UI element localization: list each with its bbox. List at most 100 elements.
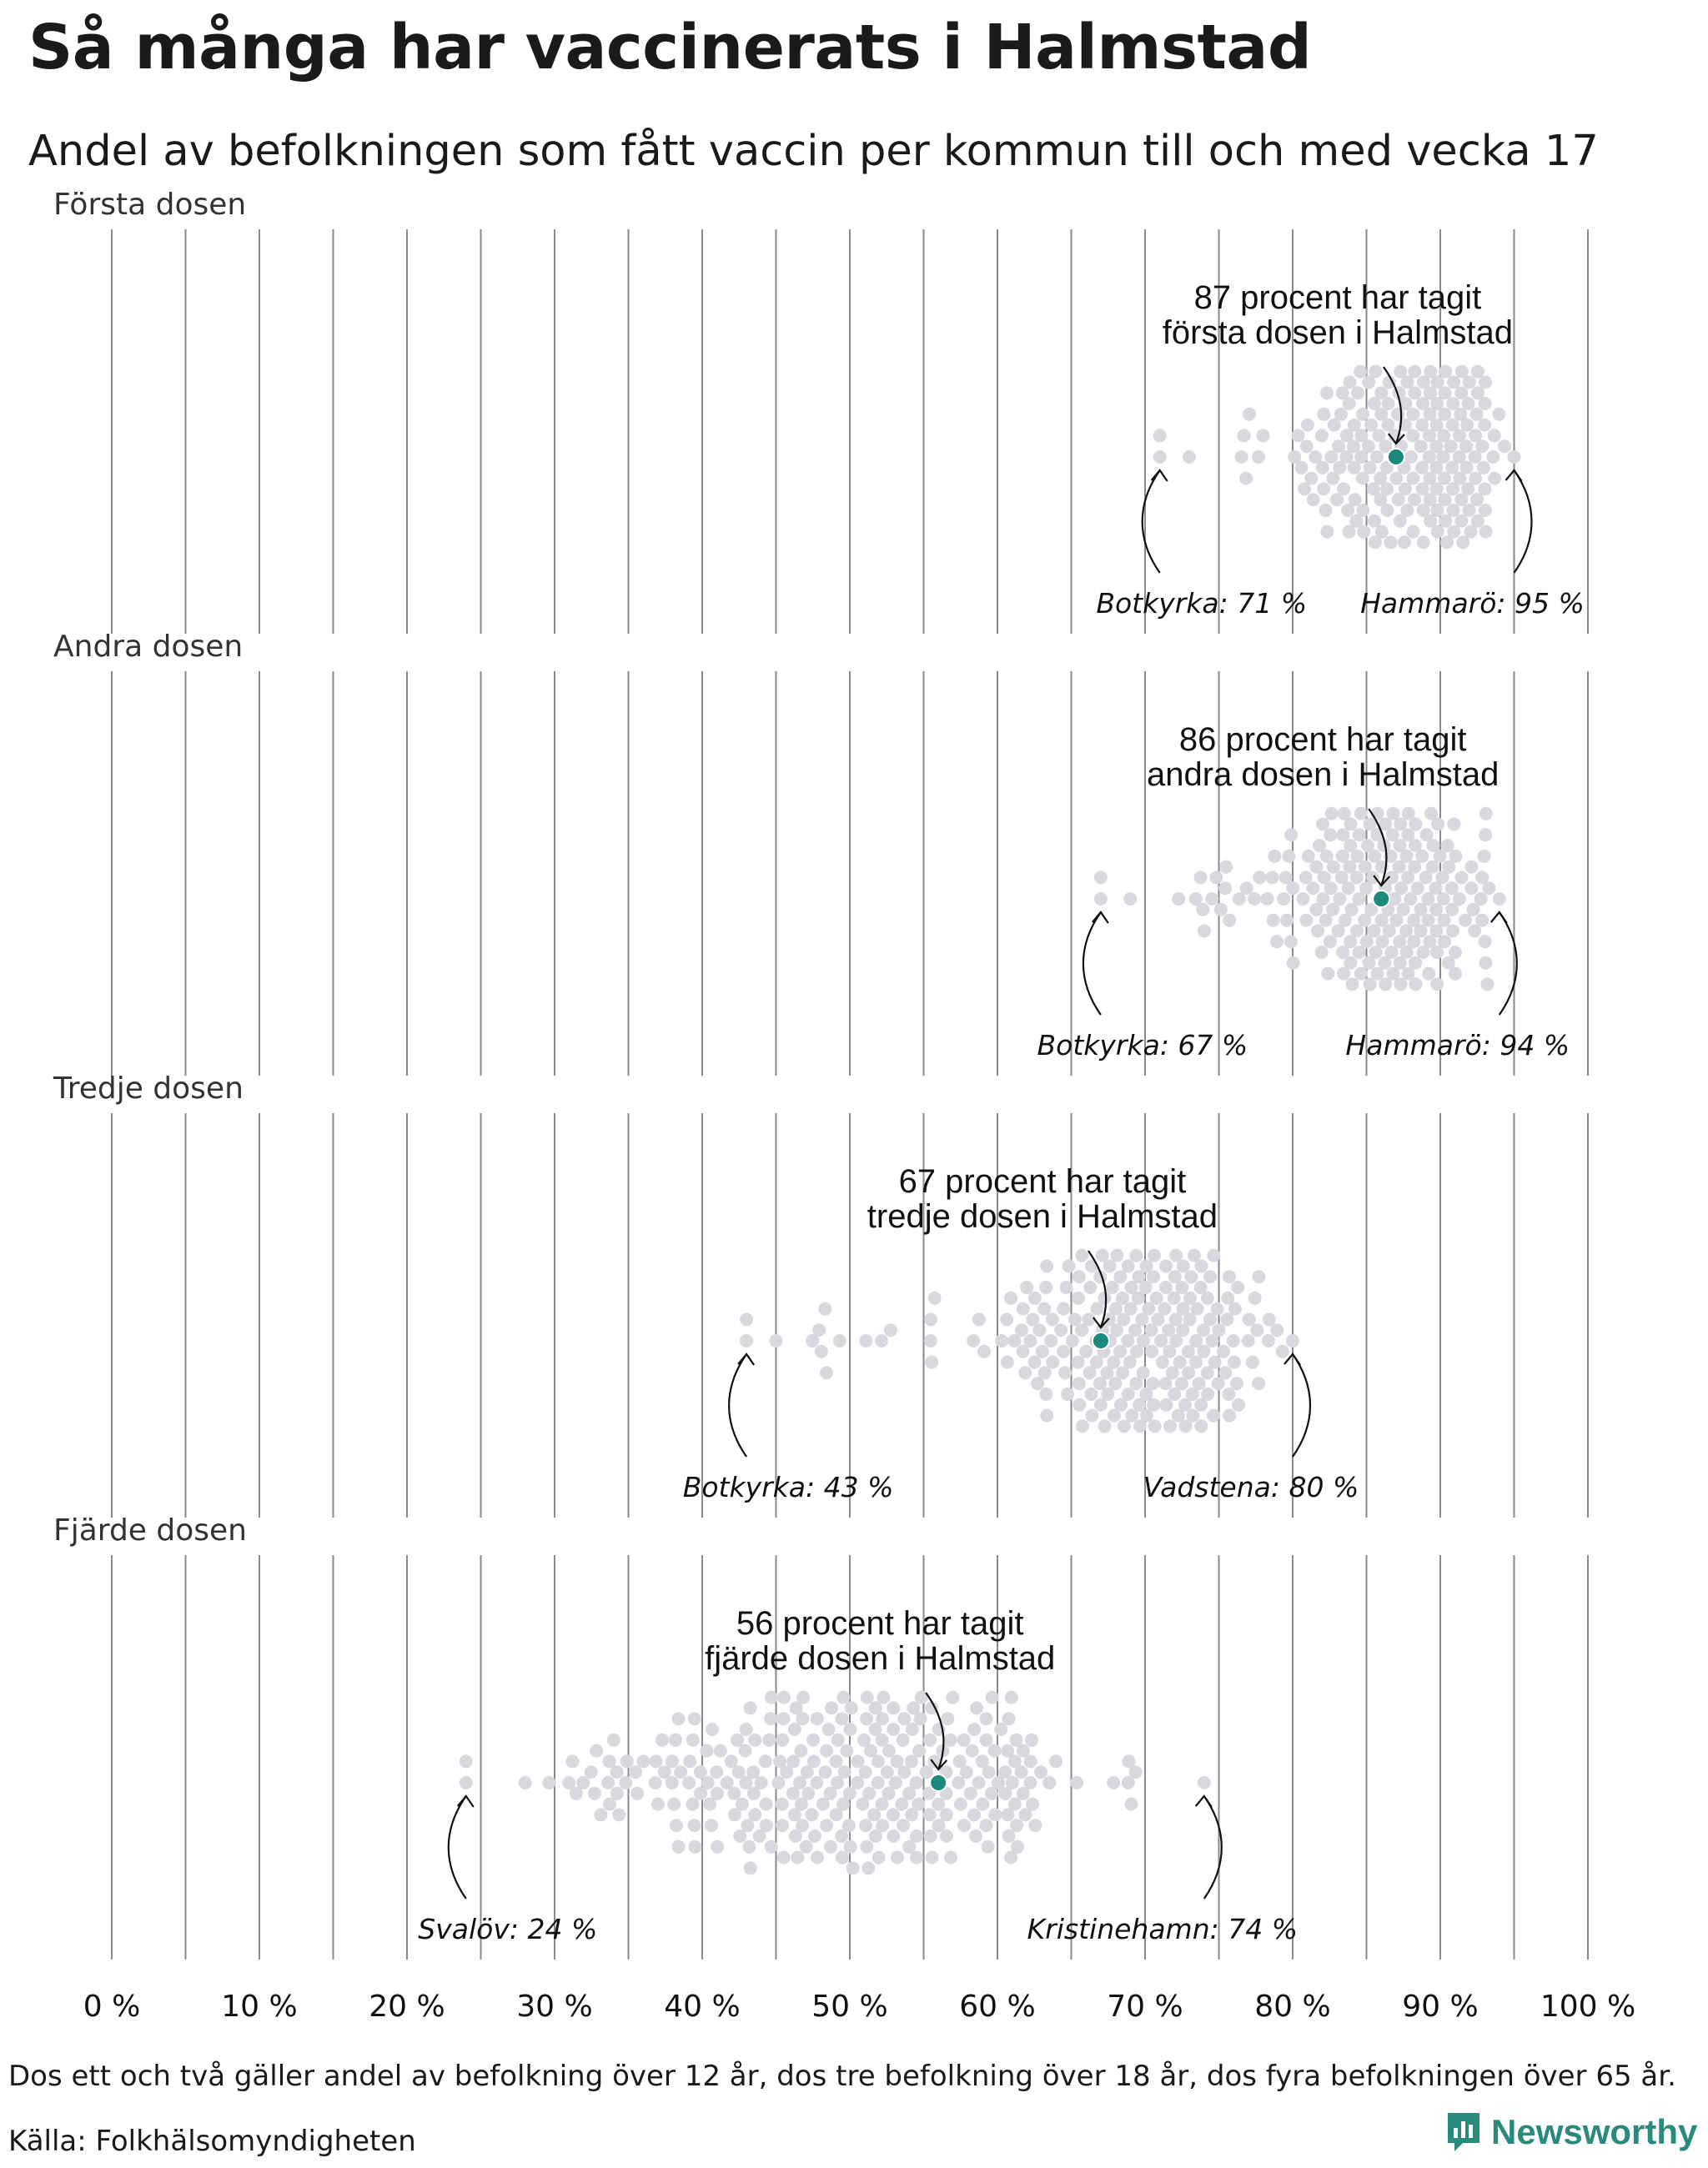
municipality-dot <box>1366 871 1379 885</box>
municipality-dot <box>1004 1850 1018 1864</box>
municipality-dot <box>1386 806 1400 821</box>
municipality-dot <box>1317 407 1331 421</box>
municipality-dot <box>1217 1344 1230 1358</box>
callout-arrow <box>925 1692 945 1770</box>
municipality-dot <box>773 1754 787 1769</box>
municipality-dot <box>1476 460 1490 474</box>
municipality-dot <box>1117 1312 1131 1327</box>
swarm-dots <box>459 1690 1211 1875</box>
municipality-dot <box>1230 1377 1243 1391</box>
municipality-dot <box>976 1797 990 1811</box>
municipality-dot <box>565 1754 580 1769</box>
municipality-dot <box>1482 881 1496 896</box>
municipality-dot <box>1468 924 1482 938</box>
municipality-dot <box>1424 806 1439 821</box>
municipality-dot <box>1037 1302 1052 1316</box>
municipality-dot <box>1446 504 1460 517</box>
municipality-dot <box>1001 1744 1015 1758</box>
municipality-dot <box>812 1323 826 1337</box>
municipality-dot <box>1369 946 1383 959</box>
municipality-dot <box>1377 839 1391 852</box>
municipality-dot <box>1350 924 1364 938</box>
municipality-dot <box>851 1776 865 1789</box>
municipality-dot <box>1423 935 1437 949</box>
municipality-dot <box>940 1829 953 1843</box>
municipality-dot <box>1061 1388 1075 1401</box>
municipality-dot <box>902 1839 917 1854</box>
municipality-dot <box>1252 1377 1266 1391</box>
municipality-dot <box>1023 1334 1037 1347</box>
halmstad-callout-line: tredje dosen i Halmstad <box>867 1198 1218 1235</box>
municipality-dot <box>1429 418 1444 432</box>
municipality-dot <box>1430 977 1444 991</box>
municipality-dot <box>738 1744 752 1758</box>
municipality-dot <box>1382 375 1396 389</box>
municipality-dot <box>1326 860 1340 874</box>
municipality-dot <box>1107 1776 1121 1789</box>
municipality-dot <box>1286 956 1300 970</box>
municipality-dot <box>1464 860 1479 874</box>
municipality-dot <box>1486 450 1500 464</box>
municipality-dot <box>987 1744 1002 1758</box>
municipality-dot <box>1304 471 1319 485</box>
municipality-dot <box>1375 935 1389 949</box>
municipality-dot <box>1429 946 1444 959</box>
municipality-dot <box>1010 1819 1024 1833</box>
brand-logo[interactable]: Newsworthy <box>1444 2110 1697 2155</box>
municipality-dot <box>1168 1270 1182 1284</box>
municipality-dot <box>1084 1388 1098 1401</box>
municipality-dot <box>992 1776 1006 1789</box>
municipality-dot <box>862 1861 876 1875</box>
municipality-dot <box>913 1712 927 1726</box>
municipality-dot <box>1431 817 1444 831</box>
municipality-dot <box>1408 364 1422 379</box>
municipality-dot <box>1399 946 1414 959</box>
municipality-dot <box>1446 397 1460 410</box>
municipality-dot <box>967 1808 981 1822</box>
municipality-dot <box>769 1334 783 1347</box>
municipality-dot <box>630 1786 645 1800</box>
municipality-dot <box>1190 1302 1204 1316</box>
municipality-dot <box>1357 524 1371 539</box>
municipality-dot <box>1361 839 1375 852</box>
municipality-dot <box>1479 806 1493 821</box>
municipality-dot <box>821 1723 836 1736</box>
municipality-dot <box>787 1723 801 1736</box>
municipality-dot <box>975 1754 989 1769</box>
municipality-dot <box>843 1723 857 1736</box>
x-tick-label: 60 % <box>959 1990 1035 2024</box>
municipality-dot <box>819 1366 833 1380</box>
municipality-dot <box>1065 1334 1079 1347</box>
municipality-dot <box>1018 1366 1032 1380</box>
municipality-dot <box>946 1690 960 1704</box>
municipality-dot <box>780 1765 794 1779</box>
municipality-dot <box>1449 966 1462 981</box>
municipality-dot <box>1401 806 1415 821</box>
municipality-dot <box>932 1819 946 1833</box>
municipality-dot <box>1374 407 1389 421</box>
municipality-dot <box>972 1312 986 1327</box>
municipality-dot <box>1181 1344 1195 1358</box>
municipality-dot <box>1023 1754 1037 1769</box>
municipality-dot <box>824 1839 837 1854</box>
municipality-dot <box>1193 871 1208 885</box>
municipality-dot <box>1406 407 1420 421</box>
municipality-dot <box>941 1712 955 1726</box>
municipality-dot <box>1113 1344 1128 1358</box>
municipality-dot <box>764 1712 778 1726</box>
municipality-dot <box>1444 881 1459 896</box>
municipality-dot <box>977 1344 991 1358</box>
municipality-dot <box>868 1701 882 1715</box>
callout-arrowhead <box>1388 433 1405 445</box>
municipality-dot <box>1468 450 1482 464</box>
municipality-dot <box>882 1744 896 1758</box>
municipality-dot <box>1363 817 1377 831</box>
municipality-dot <box>1277 892 1291 906</box>
municipality-dot <box>606 1733 620 1747</box>
municipality-dot <box>1227 1355 1241 1369</box>
municipality-dot <box>1016 1344 1030 1358</box>
footnote: Dos ett och två gäller andel av befolkni… <box>8 2060 1676 2093</box>
municipality-dot <box>1349 871 1364 885</box>
municipality-dot <box>1337 806 1351 821</box>
municipality-dot <box>831 1776 844 1789</box>
